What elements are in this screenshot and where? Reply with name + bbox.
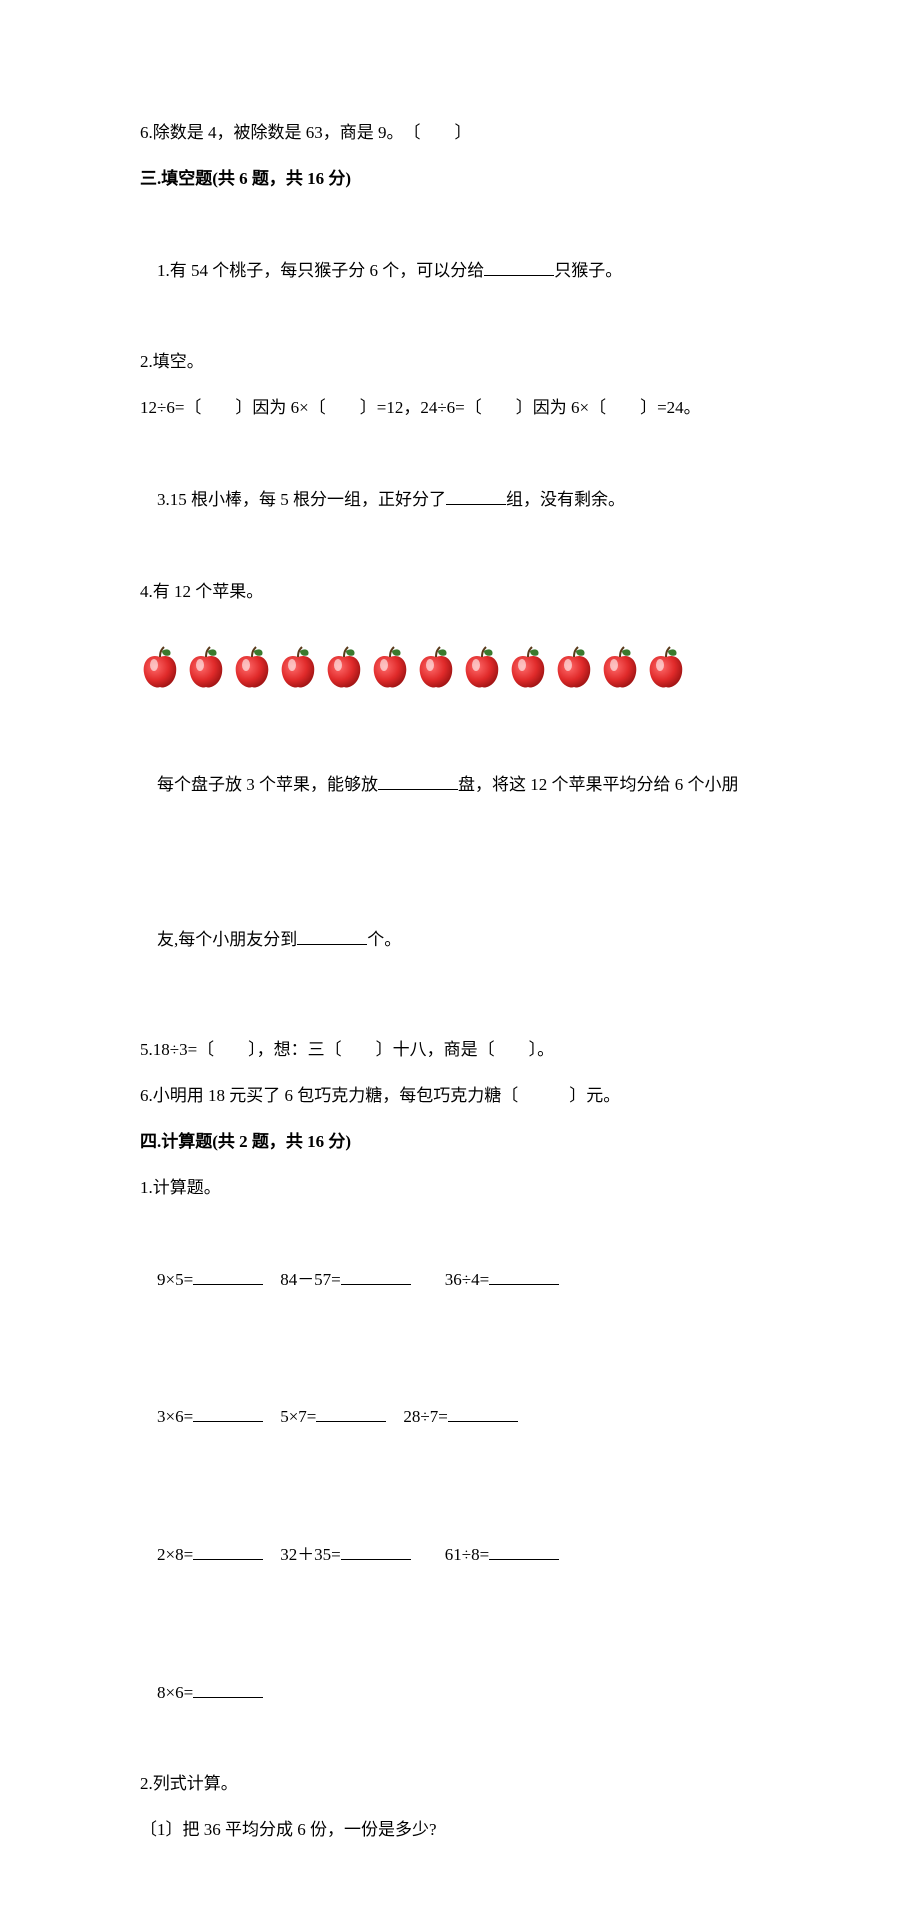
apple-icon bbox=[186, 645, 226, 691]
blank bbox=[446, 487, 506, 505]
calc-1-1: 9×5= bbox=[157, 1270, 193, 1289]
sec3-q4-l2b: 个。 bbox=[367, 930, 401, 949]
gap bbox=[263, 1270, 280, 1289]
blank bbox=[448, 1404, 518, 1422]
spacer bbox=[140, 1009, 780, 1027]
blank bbox=[341, 1267, 411, 1285]
calc-2-3: 28÷7= bbox=[403, 1407, 447, 1426]
calc-1-3: 36÷4= bbox=[445, 1270, 489, 1289]
blank bbox=[193, 1542, 263, 1560]
blank bbox=[193, 1404, 263, 1422]
calc-row-3: 2×8= 32＋35= 61÷8= bbox=[140, 1486, 780, 1624]
sec3-q4-line1: 每个盘子放 3 个苹果，能够放 盘，将这 12 个苹果平均分给 6 个小朋 bbox=[140, 716, 780, 854]
apple-icon bbox=[462, 645, 502, 691]
section-3-heading: 三.填空题(共 6 题，共 16 分) bbox=[140, 156, 780, 202]
apple-icon bbox=[324, 645, 364, 691]
blank bbox=[316, 1404, 386, 1422]
sec3-q5: 5.18÷3=〔 〕，想：三〔 〕十八，商是〔 〕。 bbox=[140, 1027, 780, 1073]
apple-icon bbox=[508, 645, 548, 691]
apple-icon bbox=[600, 645, 640, 691]
gap bbox=[263, 1545, 280, 1564]
calc-row-2: 3×6= 5×7= 28÷7= bbox=[140, 1348, 780, 1486]
sec4-q2: 2.列式计算。 bbox=[140, 1761, 780, 1807]
sec3-q1: 1.有 54 个桃子，每只猴子分 6 个，可以分给 只猴子。 bbox=[140, 202, 780, 340]
sec4-q2-1: 〔1〕把 36 平均分成 6 份，一份是多少? bbox=[140, 1807, 780, 1853]
sec3-q4: 4.有 12 个苹果。 bbox=[140, 569, 780, 615]
blank bbox=[297, 927, 367, 945]
question-6: 6.除数是 4，被除数是 63，商是 9。 〔 〕 bbox=[140, 110, 780, 156]
gap bbox=[263, 1407, 280, 1426]
apple-icon bbox=[646, 645, 686, 691]
apple-icon bbox=[232, 645, 272, 691]
sec3-q6: 6.小明用 18 元买了 6 包巧克力糖，每包巧克力糖〔 〕元。 bbox=[140, 1073, 780, 1119]
blank bbox=[489, 1542, 559, 1560]
calc-2-1: 3×6= bbox=[157, 1407, 193, 1426]
calc-4-1: 8×6= bbox=[157, 1683, 193, 1702]
spacer bbox=[140, 853, 780, 871]
blank bbox=[484, 258, 554, 276]
apple-icon bbox=[140, 645, 180, 691]
blank bbox=[489, 1267, 559, 1285]
sec3-q4-l1b: 盘，将这 12 个苹果平均分给 6 个小朋 bbox=[458, 775, 739, 794]
apple-icon bbox=[416, 645, 456, 691]
sec3-q3-text-a: 3.15 根小棒，每 5 根分一组，正好分了 bbox=[157, 490, 446, 509]
sec3-q1-text-b: 只猴子。 bbox=[554, 261, 622, 280]
sec3-q4-line2: 友,每个小朋友分到 个。 bbox=[140, 871, 780, 1009]
blank bbox=[193, 1267, 263, 1285]
calc-3-2: 32＋35= bbox=[280, 1545, 341, 1564]
blank bbox=[193, 1680, 263, 1698]
sec4-q1: 1.计算题。 bbox=[140, 1165, 780, 1211]
apple-icon bbox=[370, 645, 410, 691]
calc-3-3: 61÷8= bbox=[445, 1545, 489, 1564]
sec3-q3-text-b: 组，没有剩余。 bbox=[506, 490, 625, 509]
gap bbox=[411, 1545, 445, 1564]
calc-3-1: 2×8= bbox=[157, 1545, 193, 1564]
blank bbox=[378, 772, 458, 790]
sec3-q1-text-a: 1.有 54 个桃子，每只猴子分 6 个，可以分给 bbox=[157, 261, 484, 280]
document-page: 6.除数是 4，被除数是 63，商是 9。 〔 〕 三.填空题(共 6 题，共 … bbox=[0, 0, 920, 1913]
sec3-q2-line: 12÷6=〔 〕因为 6×〔 〕=12，24÷6=〔 〕因为 6×〔 〕=24。 bbox=[140, 385, 780, 431]
sec3-q4-l2a: 友,每个小朋友分到 bbox=[157, 930, 297, 949]
calc-row-4: 8×6= bbox=[140, 1624, 780, 1762]
gap bbox=[386, 1407, 403, 1426]
gap bbox=[411, 1270, 445, 1289]
apple-icon bbox=[554, 645, 594, 691]
calc-row-1: 9×5= 84－57= 36÷4= bbox=[140, 1211, 780, 1349]
calc-1-2: 84－57= bbox=[280, 1270, 341, 1289]
calc-2-2: 5×7= bbox=[280, 1407, 316, 1426]
sec3-q4-l1a: 每个盘子放 3 个苹果，能够放 bbox=[157, 775, 378, 794]
apples-row bbox=[140, 645, 780, 691]
blank bbox=[341, 1542, 411, 1560]
sec3-q2: 2.填空。 bbox=[140, 339, 780, 385]
section-4-heading: 四.计算题(共 2 题，共 16 分) bbox=[140, 1119, 780, 1165]
sec3-q3: 3.15 根小棒，每 5 根分一组，正好分了 组，没有剩余。 bbox=[140, 431, 780, 569]
apple-icon bbox=[278, 645, 318, 691]
